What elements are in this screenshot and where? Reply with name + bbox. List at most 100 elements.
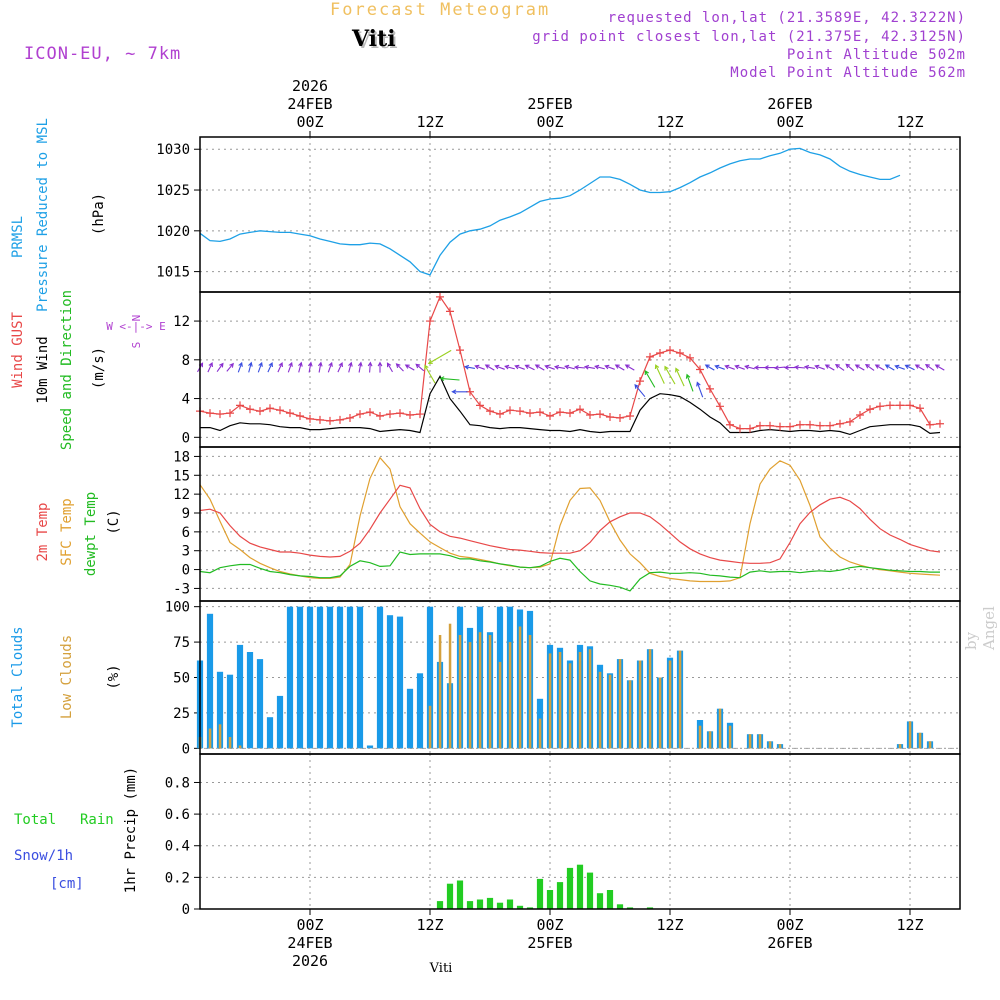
gust-marker xyxy=(206,409,214,418)
gust-marker xyxy=(486,407,494,416)
bar-low-cloud xyxy=(608,674,612,749)
gust-marker xyxy=(866,405,874,414)
bar-rain xyxy=(546,890,554,909)
axis-label: Speed and Direction xyxy=(59,290,75,450)
model-altitude: Model Point Altitude 562m xyxy=(730,65,966,81)
x-label-top: 2026 xyxy=(292,77,328,95)
y-tick-label: 0.6 xyxy=(165,807,190,823)
gust-marker xyxy=(836,419,844,428)
wind-arrow xyxy=(439,376,460,382)
wind-arrow xyxy=(934,364,945,371)
y-tick-label: 8 xyxy=(182,353,190,369)
wind-arrow xyxy=(287,361,293,373)
gust-marker xyxy=(786,422,794,431)
wind-arrow xyxy=(704,364,715,371)
series-wind-speed-line xyxy=(200,374,941,436)
y-tick-label: 0 xyxy=(182,563,190,579)
gridpoint-coords: grid point closest lon,lat (21.375E, 42.… xyxy=(532,29,966,45)
gust-marker xyxy=(676,349,684,358)
gust-marker xyxy=(816,421,824,430)
gust-marker xyxy=(286,409,294,418)
bar-low-cloud xyxy=(578,652,582,749)
axis-label: Total Clouds xyxy=(10,626,26,727)
y-tick-label: 12 xyxy=(173,314,190,330)
axis-unit: (C) xyxy=(106,509,122,534)
axis-label: dewpt Temp xyxy=(83,492,99,576)
bar-low-cloud xyxy=(928,741,932,749)
x-label-top: 12Z xyxy=(416,113,443,131)
wind-arrow xyxy=(594,364,605,370)
wind-arrow xyxy=(524,364,535,371)
footer-station: Viti xyxy=(429,961,453,976)
gust-marker xyxy=(556,408,564,417)
bar-total-cloud xyxy=(376,606,384,749)
wind-arrow xyxy=(267,361,273,373)
gust-marker xyxy=(616,413,624,422)
x-label-top: 12Z xyxy=(656,113,683,131)
x-label-top: 00Z xyxy=(536,113,563,131)
bar-total-cloud xyxy=(416,673,424,749)
gust-marker xyxy=(796,420,804,429)
wind-arrow xyxy=(834,364,845,371)
bar-total-cloud xyxy=(206,613,214,749)
gust-marker xyxy=(336,415,344,424)
gust-marker xyxy=(706,384,714,393)
gust-marker xyxy=(876,402,884,411)
bar-rain xyxy=(526,907,534,909)
gust-marker xyxy=(546,412,554,420)
y-tick-label: 0.2 xyxy=(165,870,190,886)
station-title: Viti xyxy=(352,26,396,52)
gust-marker xyxy=(846,417,854,426)
gust-marker xyxy=(696,365,704,374)
bar-low-cloud xyxy=(598,671,602,749)
bar-low-cloud xyxy=(438,635,442,749)
y-tick-label: 3 xyxy=(182,544,190,560)
y-tick-label: 100 xyxy=(165,600,190,616)
wind-arrow xyxy=(773,365,786,371)
x-label-top: 25FEB xyxy=(527,95,572,113)
axis-label: SFC Temp xyxy=(59,498,75,565)
axis-label: Low Clouds xyxy=(59,635,75,719)
wind-arrow xyxy=(734,364,745,370)
gust-marker xyxy=(736,424,744,433)
y-tick-label: 6 xyxy=(182,525,190,541)
gust-marker xyxy=(806,420,814,429)
axis-unit: (%) xyxy=(106,664,122,689)
bar-low-cloud xyxy=(918,732,922,749)
chart-title: Forecast Meteogram xyxy=(330,0,551,20)
legend-snow: Snow/1h xyxy=(14,848,73,864)
bar-total-cloud xyxy=(426,606,434,749)
bar-total-cloud xyxy=(236,644,244,749)
gust-marker xyxy=(526,409,534,418)
compass-south: S xyxy=(130,342,143,349)
wind-arrow xyxy=(845,363,855,372)
legend-rain: Rain xyxy=(80,812,114,828)
bar-rain xyxy=(576,864,584,909)
bar-low-cloud xyxy=(588,649,592,749)
bar-total-cloud xyxy=(336,606,344,749)
gust-marker xyxy=(936,419,944,428)
y-tick-label: 15 xyxy=(173,468,190,484)
y-tick-label: 25 xyxy=(173,706,190,722)
bar-low-cloud xyxy=(718,708,722,749)
gust-marker xyxy=(906,401,914,410)
gust-marker xyxy=(456,346,464,355)
gust-marker xyxy=(576,405,584,414)
bar-low-cloud xyxy=(538,718,542,749)
wind-arrow xyxy=(357,361,363,373)
gust-marker xyxy=(246,405,254,414)
gust-marker xyxy=(496,410,504,419)
bar-low-cloud xyxy=(548,653,552,749)
compass-we: W <-|-> E xyxy=(106,320,166,333)
series-sfc-temp-line xyxy=(199,456,941,583)
gust-marker xyxy=(586,411,594,420)
gust-marker xyxy=(656,349,664,358)
bar-low-cloud xyxy=(508,642,512,749)
wind-arrow xyxy=(257,361,263,373)
gust-marker xyxy=(356,410,364,419)
x-label-bottom: 2026 xyxy=(292,952,328,970)
gust-marker xyxy=(366,408,374,417)
wind-arrow xyxy=(504,364,515,370)
bar-low-cloud xyxy=(448,623,452,749)
